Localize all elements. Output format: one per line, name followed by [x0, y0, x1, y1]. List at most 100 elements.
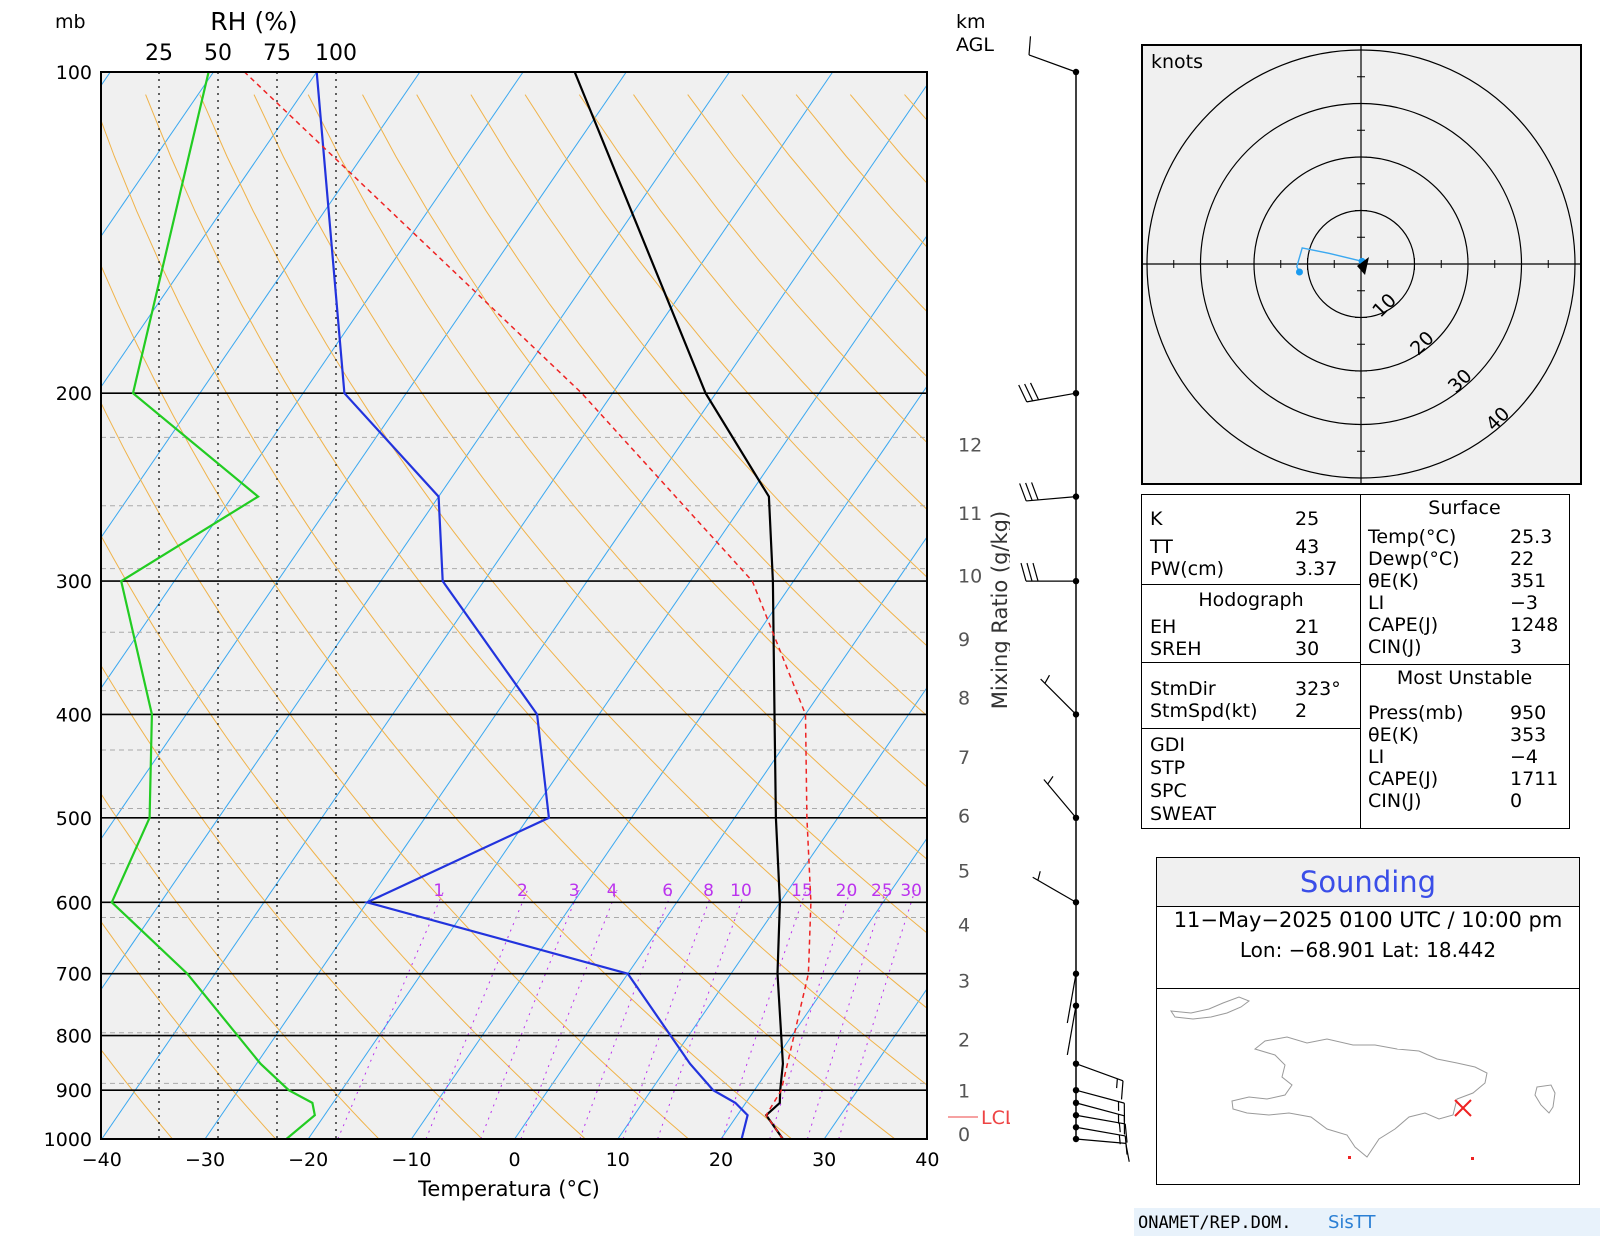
wind-barb-flag	[1018, 384, 1028, 403]
rh-tick-label: 50	[204, 41, 232, 66]
mixing-ratio-line	[425, 890, 529, 1139]
mixing-ratio-line	[806, 890, 887, 1139]
dry-adiabat-line	[101, 920, 277, 1139]
hodograph-units-label: knots	[1151, 51, 1203, 73]
isotherm-line	[101, 72, 524, 690]
footer-bar: ONAMET/REP.DOM. SisTT	[1134, 1208, 1600, 1236]
parcel-path	[243, 72, 812, 1139]
dry-adiabat-line	[145, 94, 927, 1086]
mixing-ratio-label: 1	[433, 881, 444, 901]
dry-adiabat-line	[524, 94, 927, 578]
pressure-tick-label: 200	[56, 383, 92, 405]
sounding-datetime: 11−May−2025 0100 UTC / 10:00 pm	[1173, 908, 1563, 932]
storm-motion-marker	[1357, 257, 1369, 275]
dry-adiabat-line	[199, 94, 927, 1009]
mixing-ratio-line	[622, 890, 714, 1139]
height-tick-label: 1	[958, 1080, 970, 1102]
pressure-tick-label: 400	[56, 704, 92, 726]
dry-adiabat-line	[416, 94, 927, 717]
height-tick-label: 7	[958, 747, 970, 769]
wind-barb-flag	[1020, 562, 1027, 582]
pressure-tick-label: 900	[56, 1080, 92, 1102]
mixing-ratio-line	[769, 890, 852, 1139]
wind-barb-shaft	[1066, 973, 1077, 1024]
wind-barb-flag	[1032, 562, 1039, 582]
surface-section-title: Surface	[1428, 497, 1501, 519]
footer-system-logo: SisTT	[1328, 1212, 1376, 1233]
cuba-tip-outline	[1169, 996, 1251, 1020]
station-location-map	[1169, 996, 1556, 1160]
indices-table: K 25 TT 43 PW(cm) 3.37 Hodograph EH 21 SREH 3…	[1141, 494, 1570, 829]
plot-lines	[0, 72, 927, 1162]
dry-adiabat-line	[101, 1048, 174, 1139]
mixing-ratio-label: 30	[900, 881, 922, 901]
wind-barb-flag	[1031, 482, 1039, 501]
temperature-tick-label: 20	[709, 1149, 733, 1171]
wind-barb-half-flag	[1118, 1134, 1121, 1145]
isotherm-line	[617, 686, 927, 1139]
pressure-axis-unit: mb	[55, 11, 86, 33]
isotherm-line	[204, 84, 927, 1139]
temperature-tick-label: −40	[82, 1149, 122, 1171]
indices-left-column: K 25 TT 43 PW(cm) 3.37 Hodograph EH 21 SREH 3…	[1142, 495, 1361, 828]
wind-barb-flag	[1124, 1135, 1128, 1155]
sounding-title: Sounding	[1157, 858, 1579, 907]
mixing-ratio-label: 2	[517, 881, 528, 901]
height-tick-label: 8	[958, 688, 970, 710]
dry-adiabat-line	[307, 94, 927, 860]
pressure-tick-label: 300	[56, 571, 92, 593]
sounding-info-panel: Sounding 11−May−2025 0100 UTC / 10:00 pm…	[1156, 857, 1580, 1185]
wind-barb-shaft	[1075, 1089, 1125, 1104]
isotherm-line	[101, 72, 318, 388]
height-tick-label: 6	[958, 805, 970, 827]
mixing-ratio-label: 6	[662, 881, 673, 901]
wind-barb-shaft	[1075, 1126, 1126, 1137]
mixing-ratio-label: 15	[791, 881, 813, 901]
mixing-ratio-line	[657, 890, 746, 1139]
pressure-tick-label: 800	[56, 1026, 92, 1048]
pressure-tick-label: 700	[56, 964, 92, 986]
wind-barb-flag	[1026, 562, 1033, 582]
isotherm-line	[307, 234, 927, 1139]
temperature-tick-label: −20	[288, 1149, 328, 1171]
severe-indices: GDI STP SPC SWEAT	[1150, 734, 1216, 825]
mixing-ratio-line	[838, 890, 916, 1139]
mixing-ratio-axis-title: Mixing Ratio (g/kg)	[988, 511, 1010, 709]
dry-adiabat-line	[470, 94, 927, 647]
isotherm-line	[0, 72, 7, 1139]
mixing-ratio-label: 8	[703, 881, 714, 901]
dry-adiabat-line	[101, 792, 380, 1139]
indices-right-column: Surface Temp(°C) 25.3 Dewp(°C) 22 θE(K) 351…	[1360, 495, 1569, 828]
pressure-tick-label: 1000	[44, 1129, 92, 1151]
isotherm-line	[514, 536, 927, 1139]
wind-barb-shaft	[1028, 54, 1077, 73]
wind-barb-shaft	[1043, 779, 1077, 819]
dry-adiabat-line	[101, 119, 896, 1139]
isotherm-line	[720, 837, 927, 1139]
storm-indices: StmDir 323° StmSpd(kt) 2	[1142, 663, 1360, 729]
mixing-ratio-label: 3	[569, 881, 580, 901]
puerto-rico-outline	[1534, 1084, 1556, 1114]
wind-barb-shaft	[1032, 876, 1077, 903]
mixing-ratio-line	[480, 890, 580, 1139]
height-tick-label: 5	[958, 861, 970, 883]
wind-barb-shaft	[1075, 1063, 1124, 1082]
mixing-ratio-label: 20	[836, 881, 858, 901]
dry-adiabat-line	[253, 94, 927, 934]
buoy-marker	[1471, 1157, 1474, 1160]
wind-barb-flag	[1025, 482, 1033, 501]
pressure-tick-label: 100	[56, 62, 92, 84]
rh-tick-label: 75	[263, 41, 291, 66]
wind-barb-flag	[1120, 1080, 1124, 1100]
hodograph-end-point	[1295, 268, 1303, 276]
wind-barb-flag	[1124, 1123, 1128, 1143]
dry-adiabat-line	[0, 95, 87, 1162]
isotherm-line	[101, 72, 834, 1139]
dry-adiabat-line	[101, 534, 587, 1139]
dewpoint-profile	[315, 72, 749, 1139]
mixing-ratio-line	[337, 890, 445, 1139]
hodograph-indices: Hodograph EH 21 SREH 30	[1142, 585, 1360, 663]
height-tick-label: 0	[958, 1124, 970, 1146]
pressure-tick-label: 600	[56, 892, 92, 914]
